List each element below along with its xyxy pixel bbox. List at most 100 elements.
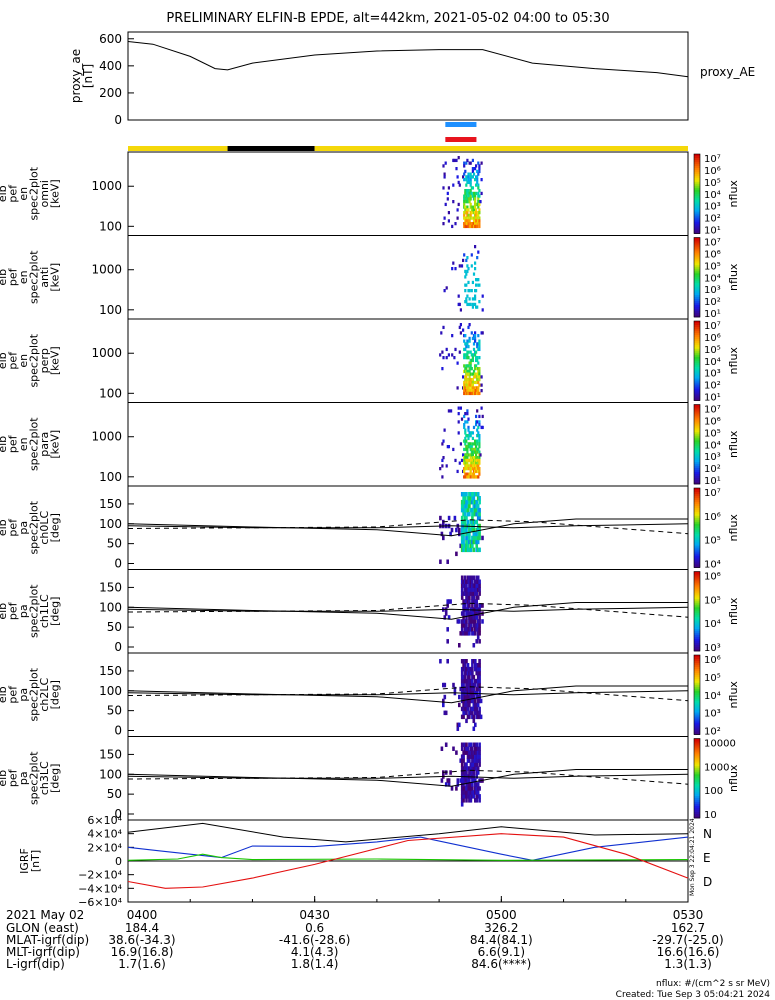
spectrogram-bin	[446, 191, 449, 196]
pa-bin	[449, 599, 452, 604]
panel-ytick-label: 100	[99, 219, 122, 233]
pa-bin	[468, 623, 471, 628]
pa-bin	[443, 694, 447, 700]
pa-bin	[474, 659, 477, 664]
colorbar-tick-label: 10⁵	[704, 345, 721, 356]
colorbar-tick-label: 10⁴	[704, 691, 721, 702]
spectrogram-bin	[478, 369, 481, 374]
spectrogram-bin	[466, 205, 469, 209]
pa-bin	[478, 698, 481, 704]
spectrogram-bin	[463, 178, 466, 182]
spectrogram-bin	[454, 458, 457, 463]
pa-bin	[469, 496, 473, 501]
pa-bin	[471, 714, 474, 720]
pa-bin	[466, 786, 470, 791]
colorbar-step	[694, 794, 700, 797]
colorbar-step	[694, 334, 700, 338]
pa-bin	[465, 535, 468, 541]
spectrogram-bin	[475, 364, 478, 368]
colorbar-step	[694, 422, 700, 425]
spectrogram-bin	[474, 450, 477, 454]
colorbar-step	[694, 678, 700, 682]
pa-bin	[472, 507, 476, 513]
pa-bin	[478, 682, 481, 688]
spectrogram-bin	[470, 289, 473, 293]
colorbar-step	[694, 760, 700, 763]
pa-bin	[455, 527, 458, 533]
pa-bin	[466, 766, 470, 771]
colorbar-step	[694, 472, 700, 475]
pa-bin	[444, 611, 448, 616]
spectrogram-bin	[463, 339, 466, 343]
colorbar-tick-label: 10	[704, 810, 717, 821]
colorbar-label: nflux	[727, 514, 740, 542]
pa-bin	[475, 535, 478, 541]
spectrogram-bin	[481, 414, 484, 419]
colorbar-step	[694, 253, 700, 256]
pa-bin	[474, 782, 477, 787]
spectrogram-bin	[465, 272, 468, 276]
pa-bin	[471, 575, 474, 580]
colorbar-step	[694, 325, 700, 328]
pa-bin	[478, 619, 481, 624]
pa-bin	[462, 591, 465, 596]
panel-ylabel-line: en	[17, 270, 30, 284]
spectrogram-bin	[464, 169, 467, 174]
colorbar-step	[694, 158, 700, 161]
panel-ytick-label: 100	[99, 767, 122, 781]
pa-bin	[462, 750, 465, 755]
pa-bin	[460, 527, 464, 533]
pa-bin	[465, 686, 468, 692]
colorbar-step	[694, 265, 700, 268]
panel-ytick-label: 100	[99, 303, 122, 317]
colorbar-step	[694, 199, 700, 203]
pa-bin	[462, 710, 465, 716]
pa-bin	[460, 492, 464, 497]
pa-bin	[472, 591, 476, 596]
spectrogram-bin	[477, 380, 480, 385]
pa-bin	[460, 678, 464, 684]
pa-bin	[462, 706, 465, 712]
colorbar-label: nflux	[727, 263, 740, 291]
colorbar-step	[694, 511, 700, 515]
colorbar-step	[694, 583, 700, 586]
spectrogram-bin	[477, 250, 480, 254]
spectrogram-bin	[466, 461, 469, 465]
spectrogram-bin	[462, 375, 465, 379]
colorbar-step	[694, 764, 700, 767]
spectrogram-bin	[452, 200, 455, 204]
spectrogram-bin	[459, 406, 462, 410]
pa-bin	[446, 559, 449, 564]
pa-bin	[469, 706, 473, 712]
colorbar-tick-label: 10⁷	[704, 238, 721, 249]
colorbar-step	[694, 241, 700, 244]
colorbar-step	[694, 450, 700, 453]
colorbar-step	[694, 798, 700, 801]
colorbar-step	[694, 561, 700, 564]
pa-bin	[460, 579, 464, 584]
colorbar-step	[694, 633, 700, 636]
orbit-cell: -29.7(-25.0)	[652, 933, 723, 947]
pa-bin	[458, 702, 461, 708]
pa-bin	[475, 782, 478, 787]
pa-bin	[463, 770, 467, 775]
pa-bin	[462, 794, 465, 799]
colorbar-step	[694, 360, 700, 364]
pa-bin	[478, 659, 481, 664]
pa-bin	[468, 527, 471, 533]
colorbar-step	[694, 209, 700, 213]
pa-bin	[475, 531, 478, 537]
pa-bin	[476, 790, 480, 795]
colorbar-step	[694, 501, 700, 505]
pa-bin	[469, 750, 473, 755]
pa-bin	[446, 639, 449, 644]
spectrogram-bin	[467, 222, 470, 226]
pa-bin	[462, 666, 465, 672]
spectrogram-bin	[468, 375, 471, 379]
spectrogram-bin	[472, 219, 476, 223]
colorbar-step	[694, 494, 700, 497]
pa-bin	[471, 762, 474, 767]
spectrogram-bin	[466, 389, 469, 393]
colorbar-step	[694, 716, 700, 719]
pa-bin	[472, 790, 476, 795]
